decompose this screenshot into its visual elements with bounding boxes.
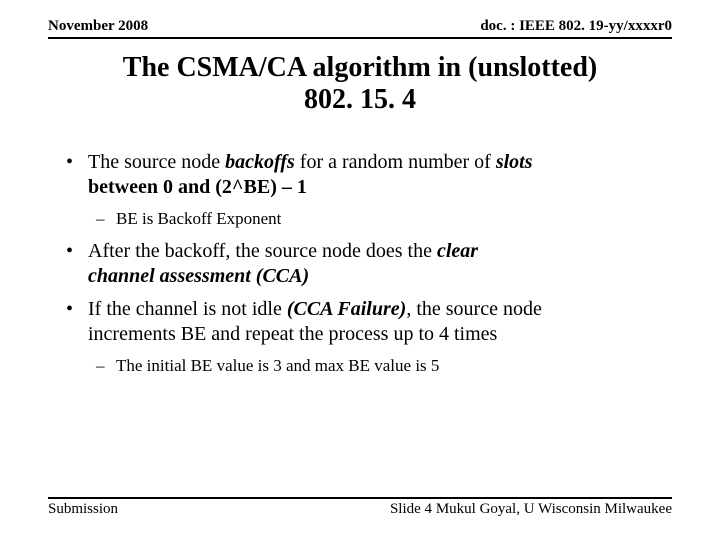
bullet-3-sub: The initial BE value is 3 and max BE val… — [60, 355, 672, 376]
bullet-3-text-b: , the source node — [406, 298, 542, 320]
slide-header: November 2008 doc. : IEEE 802. 19-yy/xxx… — [48, 18, 672, 39]
bullet-3-text-a: If the channel is not idle — [88, 298, 287, 320]
slide-footer: Submission Slide 4 Mukul Goyal, U Wiscon… — [48, 497, 672, 518]
title-line-1: The CSMA/CA algorithm in (unslotted) — [48, 52, 672, 84]
footer-right: Slide 4 Mukul Goyal, U Wisconsin Milwauk… — [390, 501, 672, 518]
bullet-1-line-2: between 0 and (2^BE) – 1 — [88, 176, 307, 198]
footer-left: Submission — [48, 501, 118, 518]
slide-body: The source node backoffs for a random nu… — [60, 150, 672, 387]
title-line-2: 802. 15. 4 — [48, 84, 672, 116]
slide-title: The CSMA/CA algorithm in (unslotted) 802… — [48, 52, 672, 116]
header-doc-id: doc. : IEEE 802. 19-yy/xxxxr0 — [480, 18, 672, 35]
bullet-1: The source node backoffs for a random nu… — [60, 150, 672, 200]
header-date: November 2008 — [48, 18, 148, 35]
bullet-1-text-b: for a random number of — [295, 151, 496, 173]
bullet-1-em-2: slots — [496, 151, 533, 173]
bullet-2-text-a: After the backoff, the source node does … — [88, 240, 437, 262]
bullet-3-sub-text: The initial BE value is 3 and max BE val… — [116, 356, 439, 375]
bullet-3-line-2: increments BE and repeat the process up … — [88, 323, 497, 345]
bullet-3: If the channel is not idle (CCA Failure)… — [60, 297, 672, 347]
bullet-1-sub: BE is Backoff Exponent — [60, 208, 672, 229]
bullet-1-em-1: backoffs — [225, 151, 295, 173]
bullet-2-em-1: clear — [437, 240, 478, 262]
bullet-2: After the backoff, the source node does … — [60, 239, 672, 289]
bullet-1-sub-text: BE is Backoff Exponent — [116, 209, 281, 228]
footer-author: Mukul Goyal, U Wisconsin Milwaukee — [436, 501, 672, 517]
bullet-2-em-line-2: channel assessment (CCA) — [88, 265, 309, 287]
bullet-3-em: (CCA Failure) — [287, 298, 406, 320]
footer-slide-number: Slide 4 — [390, 501, 432, 517]
bullet-1-text-a: The source node — [88, 151, 225, 173]
